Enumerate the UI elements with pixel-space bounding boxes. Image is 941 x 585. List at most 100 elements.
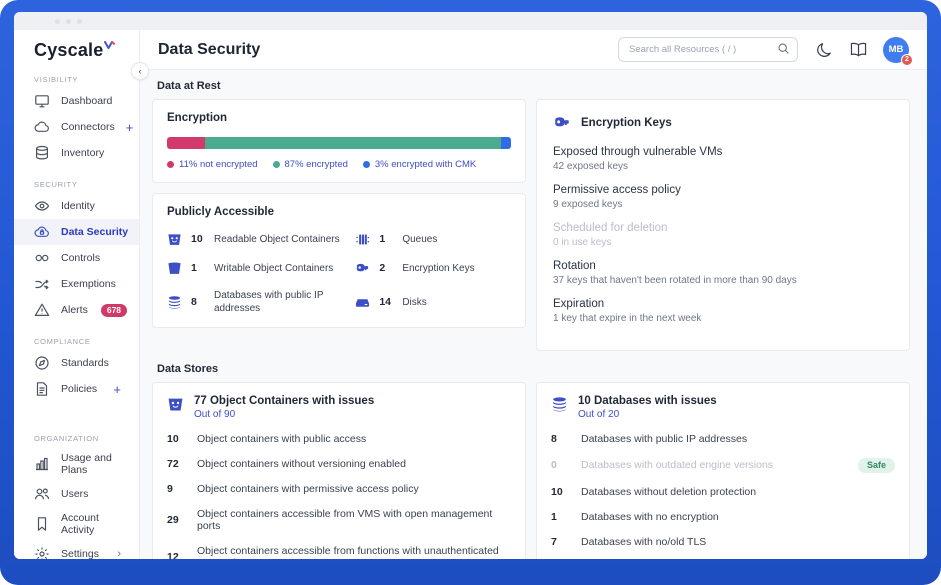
- legend-not-encrypted[interactable]: 11% not encrypted: [167, 159, 258, 170]
- encryption-stacked-bar[interactable]: [167, 137, 511, 149]
- stat-databases-public-ip[interactable]: 8 Databases with public IP addresses: [167, 289, 341, 315]
- keys-group-rotation[interactable]: Rotation 37 keys that haven't been rotat…: [553, 260, 797, 286]
- bucket-readable-icon: [167, 231, 183, 247]
- policies-document-icon: [34, 381, 50, 397]
- page-content: Data at Rest Encryption 11%: [140, 70, 927, 559]
- sidebar-section-organization: ORGANIZATION: [34, 434, 99, 443]
- sidebar-item-settings[interactable]: Settings ›: [14, 541, 139, 559]
- window-titlebar: [14, 12, 927, 30]
- search-input[interactable]: [618, 37, 798, 62]
- keys-group-scheduled-deletion: Scheduled for deletion 0 in use keys: [553, 222, 668, 248]
- global-search: [618, 37, 798, 62]
- store-row[interactable]: 12 Object containers accessible from fun…: [167, 544, 499, 560]
- alerts-warning-icon: [34, 302, 50, 318]
- legend-encrypted-cmk[interactable]: 3% encrypted with CMK: [362, 159, 476, 170]
- sidebar: Cyscale VISIBILITY Dashboard Connectors …: [14, 30, 140, 559]
- store-row[interactable]: 1 Databases with no encryption: [551, 510, 719, 523]
- connectors-icon: [34, 119, 50, 135]
- sidebar-item-dashboard[interactable]: Dashboard: [14, 88, 139, 114]
- account-activity-bookmark-icon: [34, 516, 50, 532]
- stat-encryption-keys[interactable]: 2 Encryption Keys: [355, 260, 511, 276]
- users-icon: [34, 486, 50, 502]
- store-row[interactable]: 7 Databases with no/old TLS: [551, 535, 707, 548]
- window-control-dot[interactable]: [77, 18, 82, 24]
- bar-segment-not-encrypted[interactable]: [167, 137, 205, 149]
- sidebar-section-visibility: VISIBILITY: [34, 75, 79, 84]
- cyscale-logo[interactable]: Cyscale: [14, 40, 139, 61]
- search-icon: [777, 42, 790, 55]
- safe-badge: Safe: [857, 457, 895, 473]
- controls-infinity-icon: [34, 250, 50, 266]
- databases-out-of-link[interactable]: Out of 20: [578, 409, 620, 420]
- stat-writable-object-containers[interactable]: 1 Writable Object Containers: [167, 260, 341, 276]
- encryption-keys-icon: [553, 114, 571, 132]
- add-connector-button[interactable]: +: [125, 119, 134, 135]
- object-containers-out-of-link[interactable]: Out of 90: [194, 409, 236, 420]
- settings-submenu-chevron: ›: [117, 548, 121, 559]
- sidebar-item-controls[interactable]: Controls: [14, 245, 139, 271]
- keys-group-exposed-vms[interactable]: Exposed through vulnerable VMs 42 expose…: [553, 146, 723, 172]
- documentation-book-icon[interactable]: [850, 42, 867, 57]
- page-title: Data Security: [158, 40, 261, 58]
- sidebar-item-identity[interactable]: Identity: [14, 193, 139, 219]
- sidebar-item-standards[interactable]: Standards: [14, 350, 139, 376]
- sidebar-section-security: SECURITY: [34, 180, 78, 189]
- sidebar-item-exemptions[interactable]: Exemptions: [14, 271, 139, 297]
- data-security-cloud-lock-icon: [34, 224, 50, 240]
- encryption-keys-card: Encryption Keys Exposed through vulnerab…: [536, 99, 910, 351]
- sidebar-item-policies[interactable]: Policies +: [14, 376, 139, 402]
- store-row-safe[interactable]: 0 Databases with outdated engine version…: [551, 451, 895, 479]
- object-containers-card: 77 Object Containers with issues Out of …: [152, 382, 526, 559]
- keys-group-expiration[interactable]: Expiration 1 key that expire in the next…: [553, 298, 702, 324]
- window-control-dot[interactable]: [66, 18, 71, 24]
- sidebar-item-alerts[interactable]: Alerts 678: [14, 297, 139, 323]
- dark-mode-moon-icon[interactable]: [816, 42, 832, 58]
- legend-encrypted[interactable]: 87% encrypted: [272, 159, 348, 170]
- object-containers-title: 77 Object Containers with issues: [194, 395, 375, 407]
- alerts-count-badge: 678: [100, 303, 128, 317]
- keys-group-permissive-policy[interactable]: Permissive access policy 9 exposed keys: [553, 184, 681, 210]
- store-row[interactable]: 29 Object containers accessible from VMS…: [167, 507, 493, 532]
- encryption-keys-title: Encryption Keys: [581, 117, 672, 129]
- notification-count-badge: 2: [901, 53, 913, 66]
- publicly-accessible-title: Publicly Accessible: [167, 206, 274, 218]
- disk-icon: [355, 294, 371, 310]
- store-row[interactable]: 9 Object containers with permissive acce…: [167, 482, 419, 495]
- store-row[interactable]: 72 Object containers without versioning …: [167, 457, 406, 470]
- section-data-at-rest: Data at Rest: [157, 80, 221, 92]
- store-row[interactable]: 10 Databases without deletion protection: [551, 485, 757, 498]
- stat-queues[interactable]: 1 Queues: [355, 231, 511, 247]
- identity-eye-icon: [34, 198, 50, 214]
- sidebar-item-users[interactable]: Users: [14, 481, 139, 507]
- section-data-stores: Data Stores: [157, 363, 219, 375]
- page-header: Data Security MB 2: [140, 30, 927, 70]
- sidebar-item-account-activity[interactable]: Account Activity: [14, 507, 139, 541]
- store-row[interactable]: 10 Object containers with public access: [167, 432, 367, 445]
- avatar-initials: MB: [883, 36, 909, 63]
- bar-segment-encrypted-cmk[interactable]: [500, 137, 511, 149]
- bar-segment-encrypted[interactable]: [204, 137, 501, 149]
- user-avatar[interactable]: MB 2: [883, 36, 913, 66]
- queue-icon: [355, 231, 371, 247]
- key-icon: [355, 260, 371, 276]
- exemptions-shuffle-icon: [34, 276, 50, 292]
- usage-bar-chart-icon: [34, 456, 50, 472]
- sidebar-item-connectors[interactable]: Connectors +: [14, 114, 139, 140]
- stat-disks[interactable]: 14 Disks: [355, 289, 511, 315]
- store-row[interactable]: 8 Databases with public IP addresses: [551, 432, 748, 445]
- settings-gear-icon: [34, 546, 50, 559]
- encryption-card: Encryption 11% not encrypted 87% encrypt…: [152, 99, 526, 183]
- sidebar-item-data-security[interactable]: Data Security: [14, 219, 139, 245]
- databases-title: 10 Databases with issues: [578, 395, 717, 407]
- stat-readable-object-containers[interactable]: 10 Readable Object Containers: [167, 231, 341, 247]
- logo-checkmark-icon: [104, 41, 116, 50]
- sidebar-item-usage-and-plans[interactable]: Usage and Plans: [14, 447, 139, 481]
- sidebar-section-compliance: COMPLIANCE: [34, 337, 91, 346]
- window-control-dot[interactable]: [55, 18, 60, 24]
- sidebar-item-inventory[interactable]: Inventory: [14, 140, 139, 166]
- databases-card: 10 Databases with issues Out of 20 8 Dat…: [536, 382, 910, 559]
- add-policy-button[interactable]: +: [113, 381, 121, 397]
- dashboard-icon: [34, 93, 50, 109]
- sidebar-collapse-button[interactable]: ‹: [131, 62, 149, 80]
